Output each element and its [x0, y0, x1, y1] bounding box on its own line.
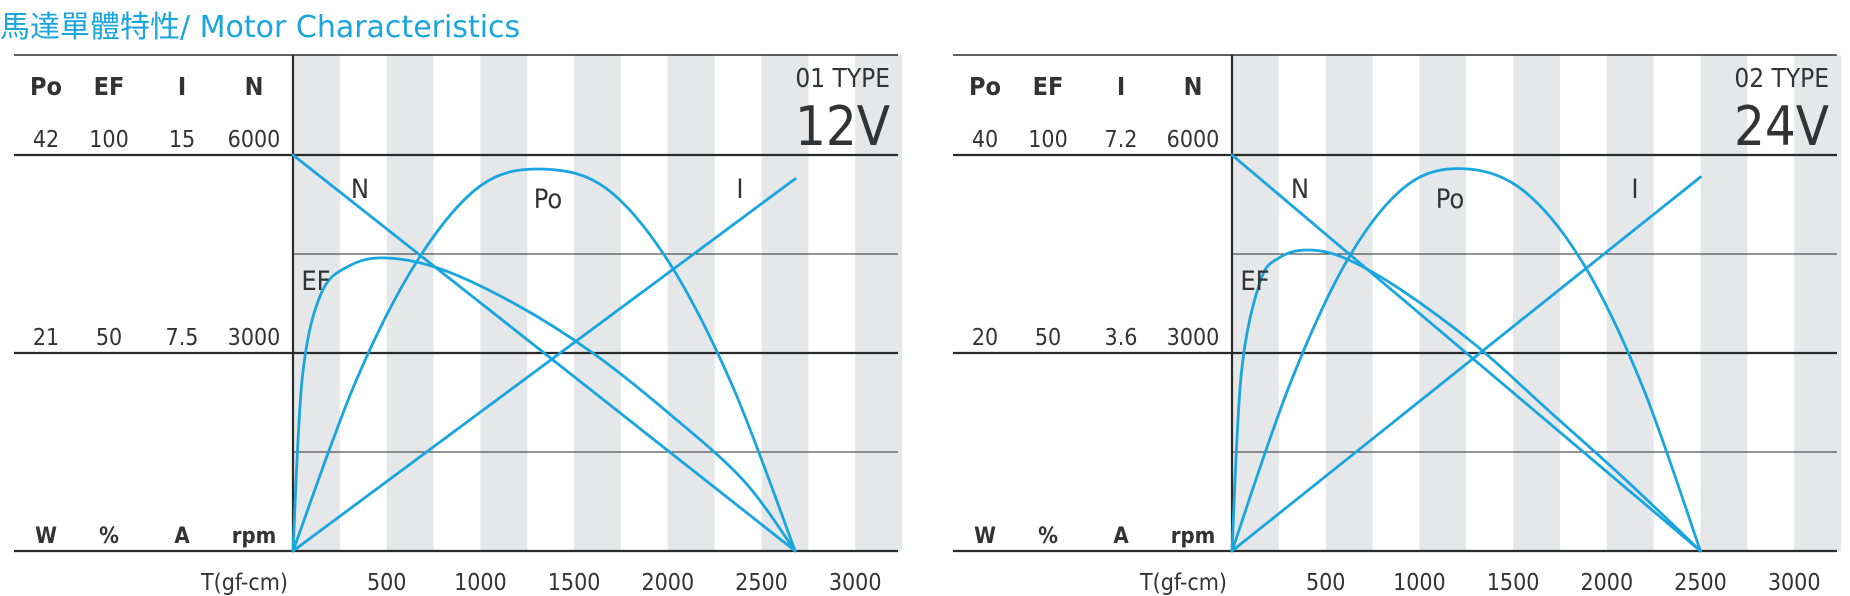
x-tick-label: 2000 [1580, 570, 1633, 596]
axis-header: EF [94, 72, 125, 101]
x-tick-label: 500 [367, 570, 407, 596]
axis-header: EF [1033, 72, 1064, 101]
axis-unit: rpm [232, 524, 277, 549]
axis-unit: % [1038, 524, 1058, 549]
axis-header: I [1117, 72, 1125, 101]
x-tick-label: 1500 [548, 570, 601, 596]
axis-max-label: 15 [169, 127, 195, 153]
x-tick-label: 3000 [1768, 570, 1821, 596]
stripe-band [1794, 55, 1842, 551]
x-tick-label: 1000 [1393, 570, 1446, 596]
x-tick-label: 3000 [829, 570, 882, 596]
axis-unit: A [174, 524, 190, 549]
axis-max-label: 40 [972, 127, 998, 153]
page-title: 馬達單體特性/ Motor Characteristics [0, 10, 521, 45]
stripe-band [855, 55, 903, 551]
series-label: EF [1240, 266, 1269, 297]
axis-unit: W [974, 524, 996, 549]
voltage-label: 24V [1734, 95, 1829, 158]
axis-unit: % [99, 524, 119, 549]
stripe-band [480, 55, 528, 551]
series-line-i [1230, 175, 1702, 553]
axis-max-label: 6000 [1167, 127, 1220, 153]
type-label: 01 TYPE [795, 64, 890, 94]
x-tick-label: 2500 [1674, 570, 1727, 596]
axis-max-label: 42 [33, 127, 59, 153]
series-line-n [1230, 153, 1702, 553]
type-label: 02 TYPE [1734, 64, 1829, 94]
series-label: N [351, 174, 369, 205]
series-line-ef [1230, 248, 1702, 553]
x-axis-label: T(gf-cm) [1139, 570, 1227, 596]
series-line-po [1230, 167, 1702, 553]
axis-unit: rpm [1171, 524, 1216, 549]
axis-mid-label: 3000 [228, 325, 281, 351]
x-tick-label: 500 [1306, 570, 1346, 596]
axis-header: Po [969, 72, 1001, 101]
axis-unit: A [1113, 524, 1129, 549]
stripe-band [761, 55, 809, 551]
axis-max-label: 7.2 [1105, 127, 1138, 153]
x-tick-label: 2000 [641, 570, 694, 596]
axis-header: N [245, 72, 264, 101]
x-axis-label: T(gf-cm) [200, 570, 288, 596]
axis-unit: W [35, 524, 57, 549]
series-line-n [291, 153, 797, 553]
series-line-i [291, 177, 797, 553]
axis-max-label: 100 [1028, 127, 1068, 153]
axis-max-label: 6000 [228, 127, 281, 153]
series-label: I [736, 174, 743, 205]
series-label: Po [534, 184, 563, 215]
series-label: I [1631, 174, 1638, 205]
stripe-band [386, 55, 434, 551]
x-tick-label: 2500 [735, 570, 788, 596]
series-line-ef [291, 256, 797, 553]
stripe-band [1513, 55, 1560, 551]
stripe-band [1232, 55, 1279, 551]
stripe-band [1700, 55, 1748, 551]
voltage-label: 12V [795, 95, 890, 158]
x-tick-label: 1500 [1487, 570, 1540, 596]
axis-mid-label: 3000 [1167, 325, 1220, 351]
stripe-band [574, 55, 621, 551]
axis-mid-label: 7.5 [166, 325, 199, 351]
axis-header: I [178, 72, 186, 101]
axis-header: N [1184, 72, 1203, 101]
series-line-po [291, 167, 797, 553]
axis-mid-label: 20 [972, 325, 998, 351]
axis-header: Po [30, 72, 62, 101]
axis-mid-label: 50 [1035, 325, 1061, 351]
stripe-band [1325, 55, 1373, 551]
x-tick-label: 1000 [454, 570, 507, 596]
series-label: N [1291, 174, 1309, 205]
series-label: Po [1436, 184, 1465, 215]
axis-mid-label: 50 [96, 325, 122, 351]
axis-mid-label: 3.6 [1105, 325, 1138, 351]
axis-max-label: 100 [89, 127, 129, 153]
series-label: EF [301, 266, 330, 297]
stripe-band [1419, 55, 1467, 551]
axis-mid-label: 21 [33, 325, 59, 351]
